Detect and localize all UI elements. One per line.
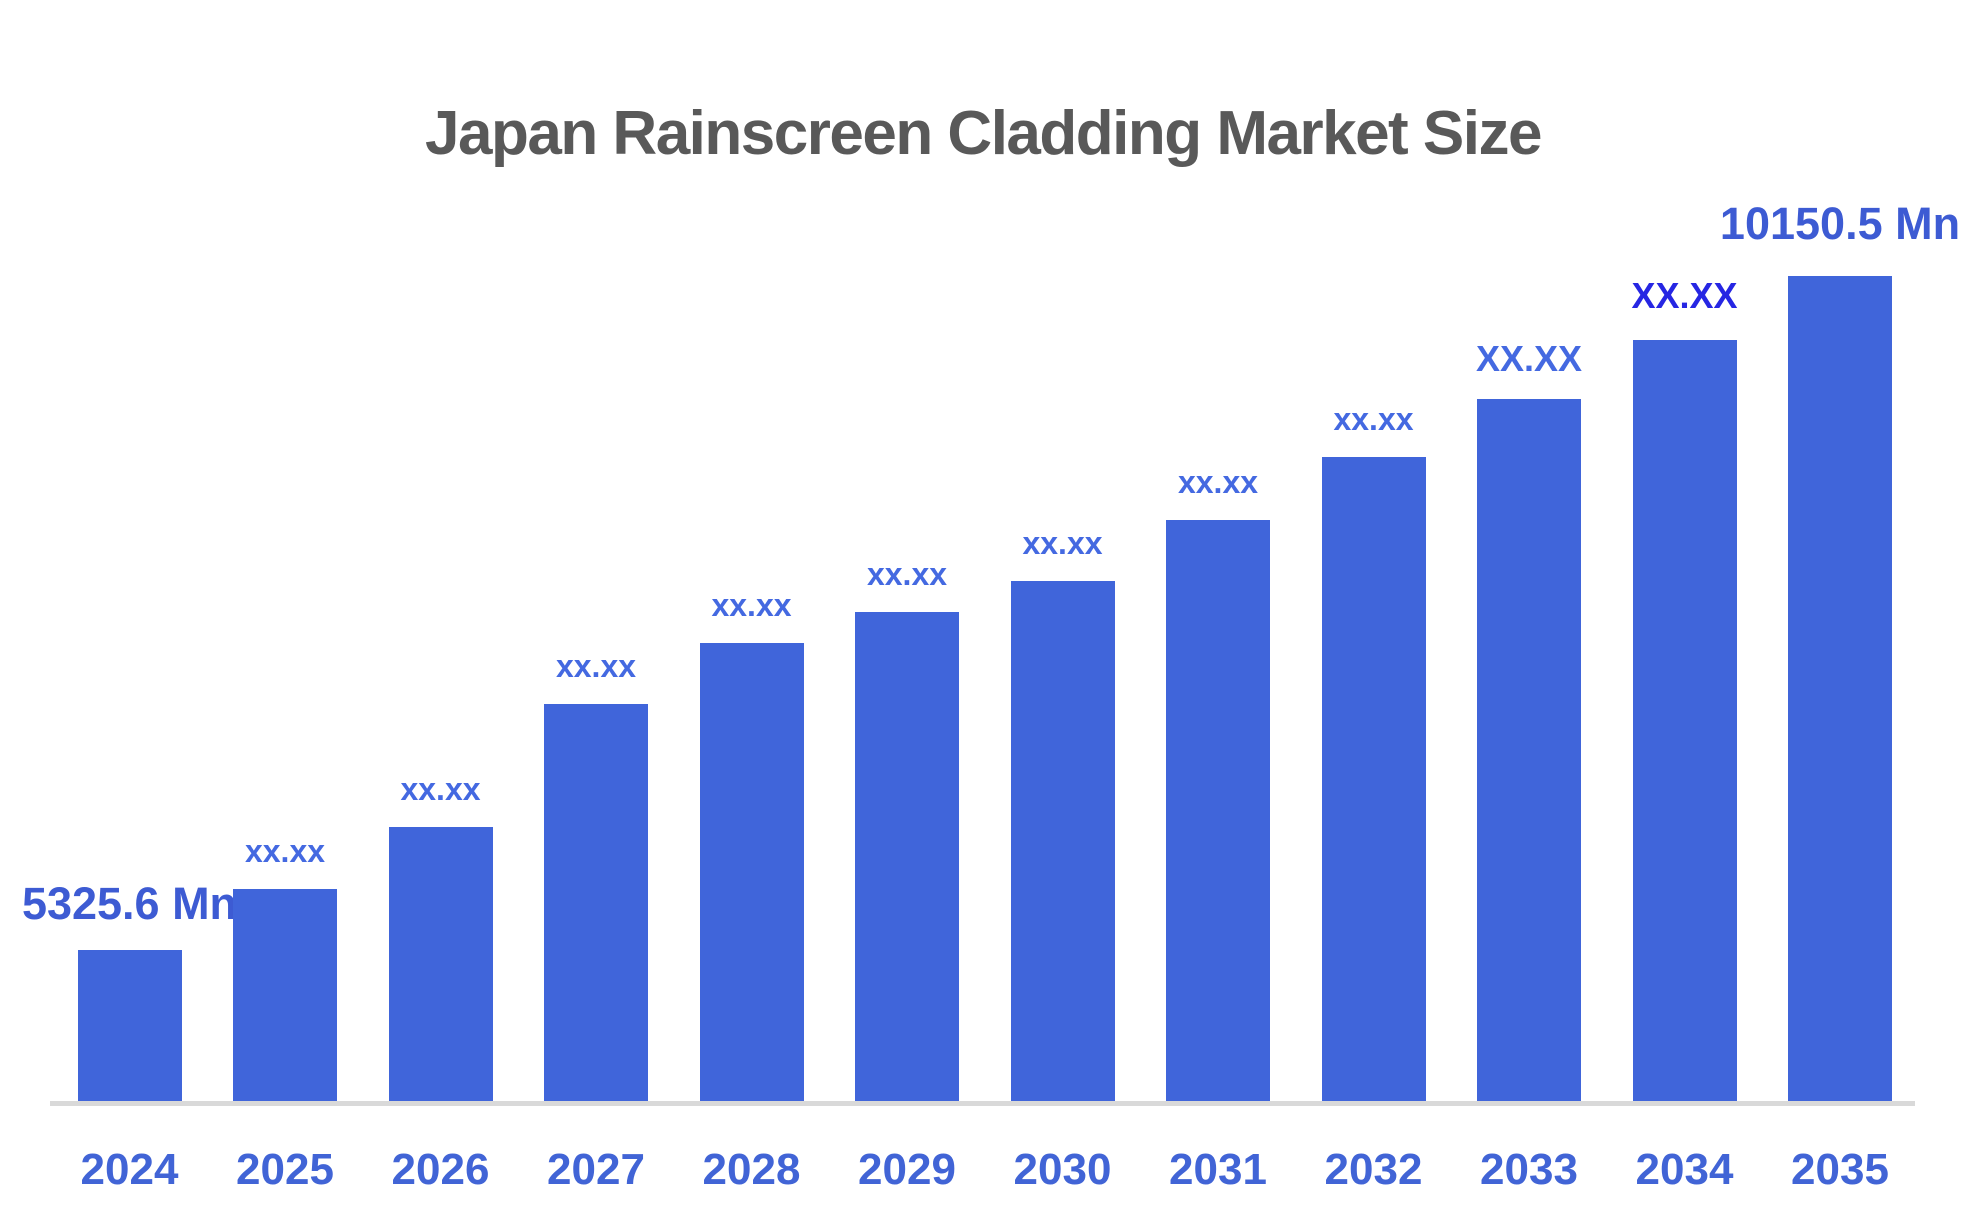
bar-2029: [855, 612, 959, 1101]
year-label-2035: 2035: [1791, 1145, 1889, 1194]
value-label-2031: xx.xx: [1177, 464, 1259, 500]
year-label-2025: 2025: [236, 1145, 334, 1194]
year-label-2032: 2032: [1324, 1145, 1423, 1194]
year-label-2027: 2027: [547, 1145, 645, 1194]
value-label-2028: xx.xx: [711, 587, 792, 623]
bar-2034: [1632, 340, 1737, 1101]
value-label-2024: 5325.6 Mn: [21, 878, 238, 929]
year-label-2034: 2034: [1635, 1145, 1734, 1194]
bar-2031: [1166, 520, 1270, 1101]
bar-2033: [1477, 399, 1581, 1101]
bar-2035: [1788, 276, 1892, 1101]
bar-2027: [544, 704, 648, 1101]
bar-2030: [1010, 581, 1115, 1101]
bar-2028: [699, 643, 804, 1101]
value-label-2027: xx.xx: [555, 648, 637, 684]
value-label-2025: xx.xx: [244, 833, 326, 869]
year-label-2024: 2024: [80, 1145, 179, 1194]
bar-2026: [388, 827, 493, 1101]
year-label-2031: 2031: [1169, 1145, 1267, 1194]
x-axis-line: [50, 1101, 1915, 1106]
bar-2032: [1321, 457, 1426, 1101]
value-label-2029: xx.xx: [866, 556, 948, 592]
year-label-2028: 2028: [702, 1145, 801, 1194]
year-label-2029: 2029: [858, 1145, 956, 1194]
value-label-2034: XX.XX: [1631, 275, 1738, 316]
year-label-2026: 2026: [391, 1145, 490, 1194]
year-label-2033: 2033: [1480, 1145, 1578, 1194]
value-label-2030: xx.xx: [1022, 525, 1103, 561]
value-label-2033: XX.XX: [1475, 338, 1583, 379]
year-label-2030: 2030: [1013, 1145, 1112, 1194]
value-label-2026: xx.xx: [400, 771, 481, 807]
chart-title: Japan Rainscreen Cladding Market Size: [425, 99, 1543, 168]
bar-2024: [77, 950, 182, 1101]
bar-2025: [233, 889, 337, 1101]
value-label-2035: 10150.5 Mn: [1719, 198, 1961, 249]
value-label-2032: xx.xx: [1333, 401, 1414, 437]
